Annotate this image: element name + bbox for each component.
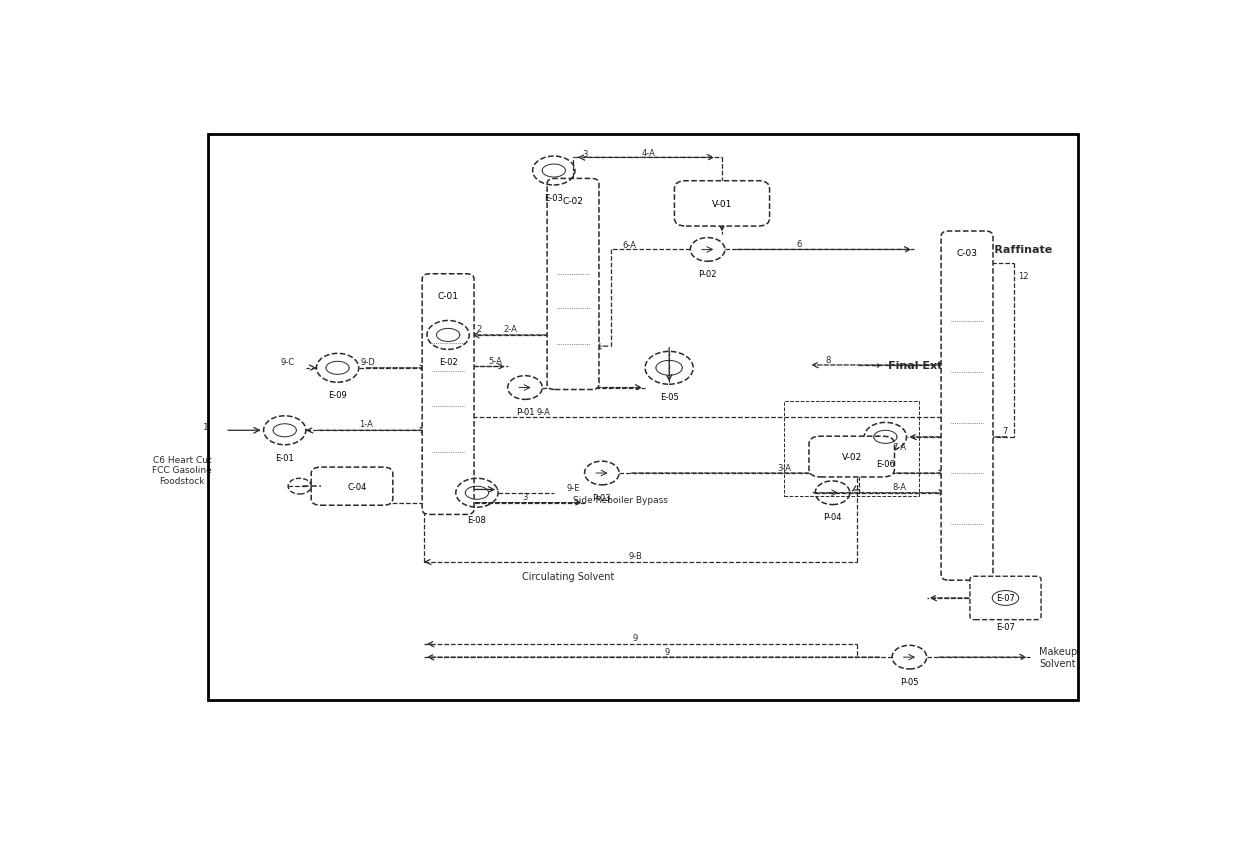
- Text: 1: 1: [203, 423, 208, 432]
- Text: 9: 9: [665, 647, 670, 656]
- Text: 40: 40: [458, 479, 467, 489]
- Bar: [208, 135, 1078, 700]
- Text: λ: λ: [446, 325, 451, 335]
- Text: C-04: C-04: [347, 482, 367, 491]
- Text: P-02: P-02: [698, 270, 717, 279]
- FancyBboxPatch shape: [808, 437, 894, 478]
- Text: 40: 40: [443, 411, 454, 421]
- Text: ...: ...: [963, 317, 971, 326]
- Text: 2-A: 2-A: [503, 324, 517, 334]
- FancyBboxPatch shape: [422, 275, 474, 515]
- Text: 30: 30: [568, 270, 578, 279]
- Text: 10: 10: [962, 368, 972, 377]
- Text: C-02: C-02: [563, 196, 584, 206]
- Text: 3-A: 3-A: [777, 463, 791, 472]
- Text: 12: 12: [1018, 272, 1029, 281]
- Text: 9-E: 9-E: [567, 484, 580, 492]
- Text: 30: 30: [962, 520, 972, 529]
- FancyBboxPatch shape: [970, 577, 1042, 620]
- Text: 9-A: 9-A: [537, 407, 551, 416]
- Text: P-05: P-05: [900, 677, 919, 686]
- Text: P-04: P-04: [823, 513, 842, 522]
- Text: Makeup
Solvent: Makeup Solvent: [1039, 647, 1078, 668]
- Text: E-06: E-06: [875, 460, 895, 468]
- Text: 9-B: 9-B: [629, 551, 642, 560]
- Text: 20: 20: [568, 305, 578, 313]
- Text: 9-D: 9-D: [361, 358, 376, 367]
- Text: E-05: E-05: [660, 392, 678, 402]
- Text: P-03: P-03: [593, 493, 611, 502]
- Text: E-08: E-08: [467, 515, 486, 525]
- Text: C6 Heart Cut
FCC Gasoline
Foodstock: C6 Heart Cut FCC Gasoline Foodstock: [153, 456, 212, 485]
- Text: 7: 7: [1002, 427, 1007, 436]
- Text: →  Final Raffinate: → Final Raffinate: [942, 245, 1053, 255]
- Text: 8: 8: [825, 355, 831, 364]
- Text: Circulating Solvent: Circulating Solvent: [522, 572, 614, 582]
- Text: 6: 6: [796, 240, 801, 249]
- Text: Side Reboiler Bypass: Side Reboiler Bypass: [573, 496, 668, 504]
- Text: →  Final Extract: → Final Extract: [870, 361, 967, 370]
- Text: λ: λ: [570, 219, 575, 229]
- Text: E-02: E-02: [439, 358, 458, 367]
- Text: 9-C: 9-C: [280, 358, 295, 367]
- Bar: [785, 401, 919, 496]
- Text: 3: 3: [582, 150, 588, 159]
- Text: 1: 1: [965, 276, 970, 286]
- Text: 4-A: 4-A: [641, 148, 656, 158]
- FancyBboxPatch shape: [547, 179, 599, 390]
- Text: 8-A: 8-A: [893, 483, 906, 491]
- Text: 19: 19: [962, 469, 972, 479]
- FancyBboxPatch shape: [311, 467, 393, 506]
- Text: ...: ...: [963, 419, 971, 427]
- Text: 2: 2: [476, 324, 481, 334]
- FancyBboxPatch shape: [675, 182, 770, 227]
- Text: 7-A: 7-A: [893, 443, 906, 452]
- Text: 1-A: 1-A: [360, 420, 373, 429]
- Text: C-03: C-03: [956, 249, 977, 258]
- Text: 5: 5: [445, 350, 450, 358]
- Text: P-01: P-01: [516, 408, 534, 417]
- Text: E-03: E-03: [544, 194, 563, 203]
- Text: 3: 3: [522, 493, 528, 502]
- Text: C-01: C-01: [438, 292, 459, 300]
- Text: 36: 36: [443, 395, 454, 404]
- FancyBboxPatch shape: [941, 232, 993, 581]
- Text: V-01: V-01: [712, 200, 732, 209]
- Text: 5: 5: [594, 378, 600, 386]
- Text: E-07: E-07: [996, 594, 1014, 603]
- Text: 50: 50: [443, 441, 454, 450]
- Text: 5-A: 5-A: [489, 357, 502, 366]
- Text: V-02: V-02: [842, 453, 862, 461]
- Text: E-09: E-09: [329, 391, 347, 400]
- Text: 9: 9: [632, 633, 639, 642]
- Text: 6-A: 6-A: [622, 241, 636, 249]
- Text: E-07: E-07: [996, 623, 1014, 631]
- Text: E-01: E-01: [275, 453, 294, 462]
